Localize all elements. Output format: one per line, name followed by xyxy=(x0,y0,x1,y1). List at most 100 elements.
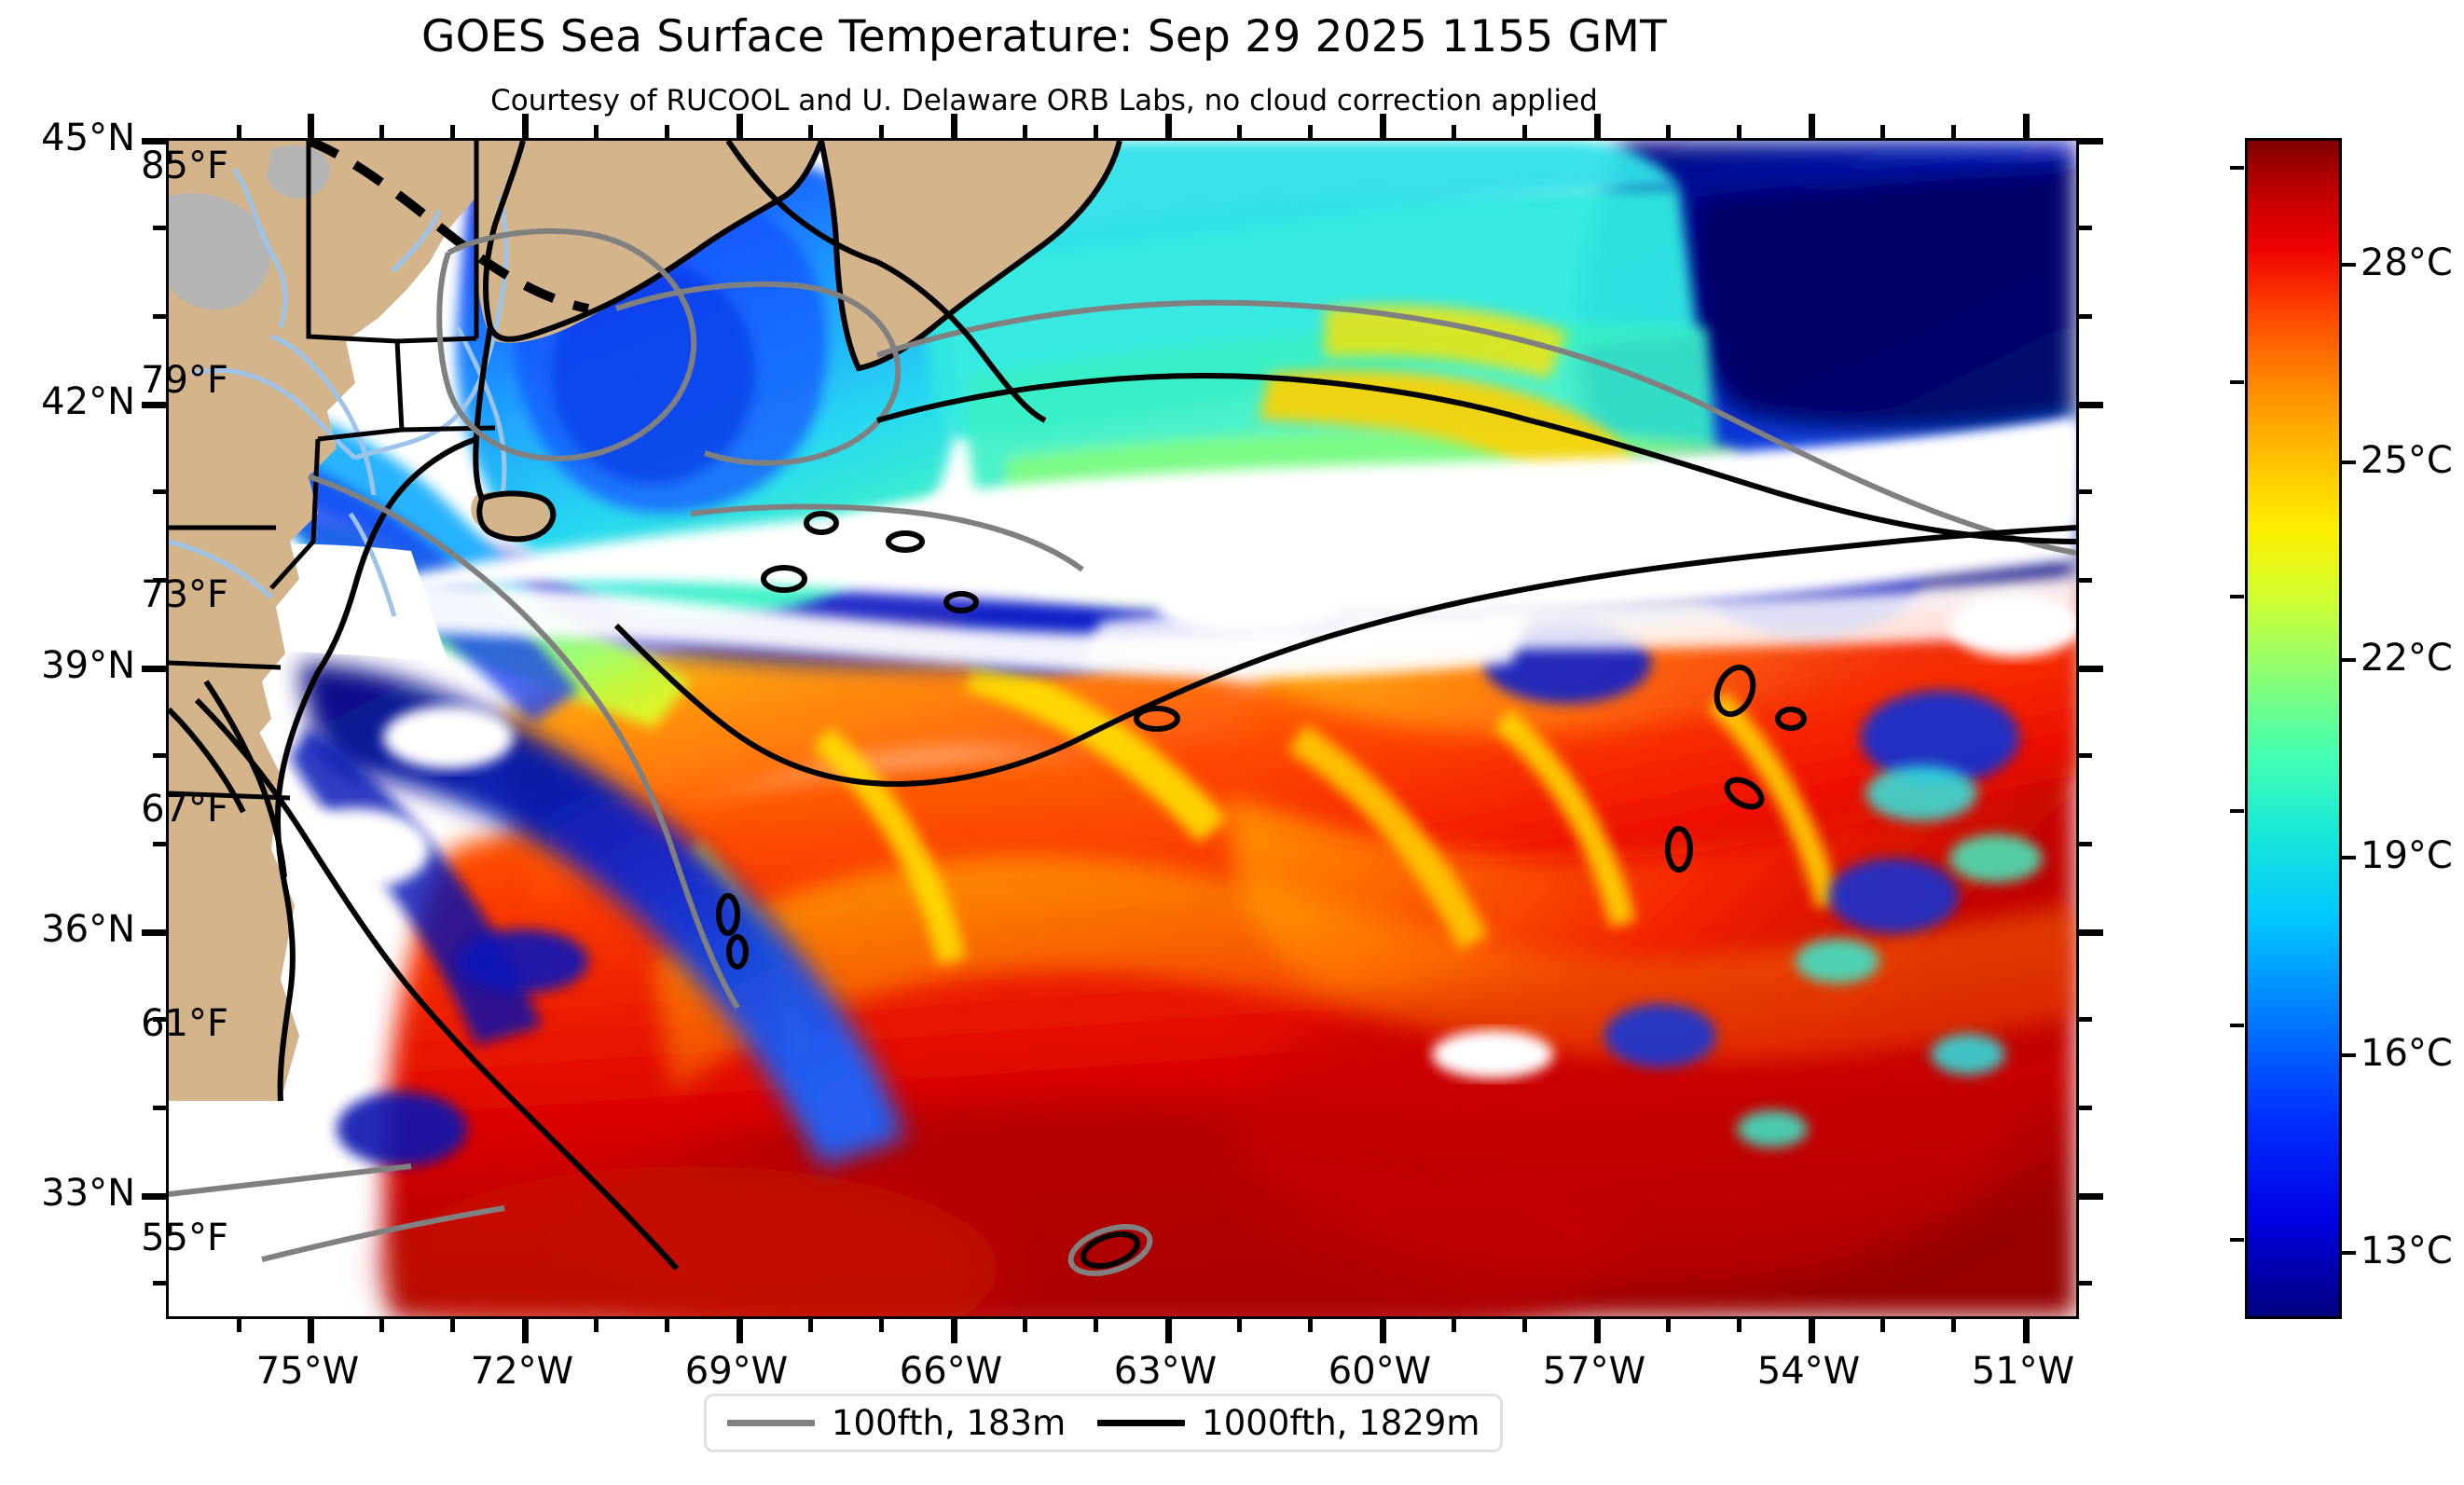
cbar-label-55f: 55°F xyxy=(141,1217,228,1259)
xtick-minor xyxy=(1522,1319,1527,1332)
xtick-minor xyxy=(450,1319,455,1332)
xtick-minor xyxy=(1094,1319,1098,1332)
xtick-label-60w: 60°W xyxy=(1328,1350,1432,1393)
cbar-tick-c xyxy=(2342,1053,2356,1057)
xtick-major-57w xyxy=(1594,1319,1601,1343)
xtick-top xyxy=(951,114,957,138)
xtick-top xyxy=(308,114,314,138)
ytick-minor xyxy=(153,842,166,846)
ytick-right-minor xyxy=(2079,753,2092,758)
xtick-minor xyxy=(1452,1319,1456,1332)
xtick-minor xyxy=(808,1319,813,1332)
international-border xyxy=(307,141,589,313)
xtick-top xyxy=(2023,114,2030,138)
cbar-tick-f xyxy=(2230,809,2244,813)
cbar-tick-f xyxy=(2230,1238,2244,1242)
cbar-tick-f xyxy=(2230,380,2244,384)
xtick-top xyxy=(1809,114,1815,138)
xtick-top-minor xyxy=(1023,125,1027,138)
xtick-top-minor xyxy=(594,125,599,138)
rivers xyxy=(169,167,509,617)
sst-map-svg xyxy=(169,141,2076,1316)
lakes xyxy=(169,144,330,310)
xtick-label-51w: 51°W xyxy=(1971,1350,2075,1393)
xtick-top-minor xyxy=(379,125,384,138)
xtick-minor xyxy=(379,1319,384,1332)
cbar-tick-f xyxy=(2230,595,2244,598)
xtick-minor xyxy=(1737,1319,1741,1332)
ytick-minor xyxy=(153,1017,166,1022)
xtick-label-54w: 54°W xyxy=(1756,1350,1861,1393)
cbar-label-73f: 73°F xyxy=(141,573,228,616)
xtick-top xyxy=(1594,114,1601,138)
cbar-label-85f: 85°F xyxy=(141,144,228,187)
ytick-major-39 xyxy=(142,666,166,672)
ytick-major-36 xyxy=(142,929,166,936)
xtick-top-minor xyxy=(665,125,669,138)
ytick-right xyxy=(2079,138,2103,144)
temperature-colorbar[interactable] xyxy=(2245,138,2342,1319)
xtick-minor xyxy=(1951,1319,1956,1332)
legend-item-1000fth: 1000fth, 1829m xyxy=(1097,1403,1480,1443)
xtick-minor xyxy=(594,1319,599,1332)
xtick-top-minor xyxy=(1094,125,1098,138)
cbar-tick-c xyxy=(2342,856,2356,859)
scotian-shelf xyxy=(1008,141,1679,253)
xtick-label-69w: 69°W xyxy=(684,1350,789,1393)
cbar-tick-c xyxy=(2342,1251,2356,1255)
cbar-label-22c: 22°C xyxy=(2361,637,2453,680)
page-title: GOES Sea Surface Temperature: Sep 29 202… xyxy=(421,11,1667,62)
sst-map[interactable] xyxy=(166,138,2079,1319)
isobath-100fth xyxy=(169,227,2076,1276)
xtick-top-minor xyxy=(1666,125,1671,138)
legend-label-100fth: 100fth, 183m xyxy=(832,1403,1067,1443)
ytick-label-33n: 33°N xyxy=(41,1172,135,1215)
ytick-right-minor xyxy=(2079,1106,2092,1110)
cbar-tick-c xyxy=(2342,658,2356,662)
ytick-minor xyxy=(153,314,166,319)
ytick-right xyxy=(2079,666,2103,672)
ytick-minor xyxy=(153,489,166,494)
southeast-cyan-speckles xyxy=(1737,765,2043,1148)
ytick-right-minor xyxy=(2079,314,2092,319)
ytick-label-42n: 42°N xyxy=(41,380,135,423)
cbar-label-67f: 67°F xyxy=(141,788,228,831)
ytick-major-33 xyxy=(142,1193,166,1200)
ytick-right-minor xyxy=(2079,226,2092,230)
xtick-label-63w: 63°W xyxy=(1113,1350,1218,1393)
ytick-major-45 xyxy=(142,138,166,144)
cbar-label-25c: 25°C xyxy=(2361,439,2453,482)
isobath-1000fth xyxy=(194,141,2076,1272)
legend-label-1000fth: 1000fth, 1829m xyxy=(1202,1403,1480,1443)
political-borders xyxy=(169,141,496,801)
gulf-stream-filaments xyxy=(682,653,1840,1057)
xtick-minor xyxy=(665,1319,669,1332)
xtick-label-75w: 75°W xyxy=(255,1350,360,1393)
page-subtitle: Courtesy of RUCOOL and U. Delaware ORB L… xyxy=(490,84,1598,117)
xtick-major-66w xyxy=(951,1319,957,1343)
xtick-top-minor xyxy=(1522,125,1527,138)
ytick-right xyxy=(2079,402,2103,408)
xtick-top xyxy=(1165,114,1172,138)
cbar-label-13c: 13°C xyxy=(2361,1230,2453,1272)
xtick-top-minor xyxy=(1452,125,1456,138)
legend-line-black-icon xyxy=(1097,1420,1186,1426)
xtick-label-72w: 72°W xyxy=(470,1350,574,1393)
xtick-major-60w xyxy=(1380,1319,1386,1343)
xtick-minor xyxy=(1237,1319,1242,1332)
ytick-right xyxy=(2079,1193,2103,1200)
cbar-tick-c xyxy=(2342,461,2356,464)
cbar-label-61f: 61°F xyxy=(141,1002,228,1045)
cbar-label-28c: 28°C xyxy=(2361,241,2453,284)
cbar-tick-c xyxy=(2342,263,2356,267)
xtick-top xyxy=(522,114,529,138)
xtick-label-66w: 66°W xyxy=(899,1350,1003,1393)
ytick-minor xyxy=(153,226,166,230)
legend-line-gray-icon xyxy=(727,1420,815,1426)
ytick-right-minor xyxy=(2079,1017,2092,1022)
legend-item-100fth: 100fth, 183m xyxy=(727,1403,1066,1443)
xtick-minor xyxy=(1023,1319,1027,1332)
ytick-major-42 xyxy=(142,402,166,408)
gulf-stream-band xyxy=(495,615,2076,1092)
